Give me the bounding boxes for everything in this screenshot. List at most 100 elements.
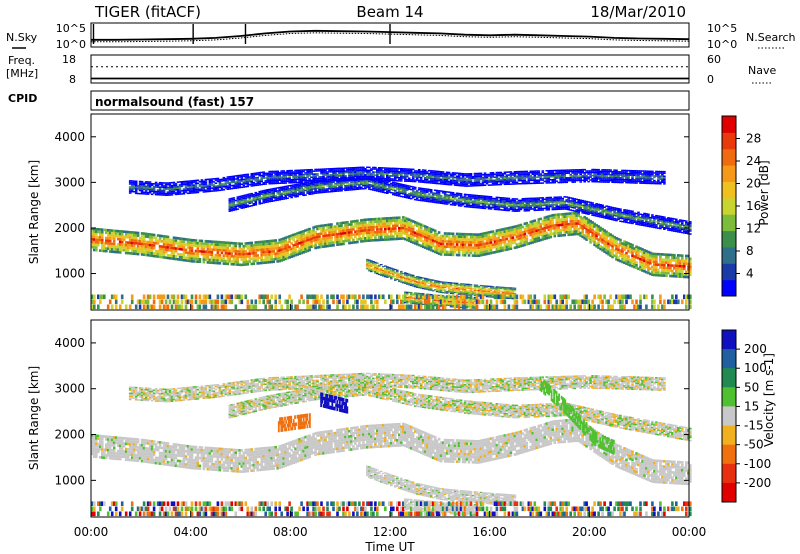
power-cell bbox=[326, 172, 329, 175]
power-cell bbox=[272, 197, 275, 199]
power-cell bbox=[95, 235, 98, 239]
power-cell bbox=[288, 171, 291, 173]
power-cell bbox=[228, 185, 232, 187]
power-cell bbox=[120, 235, 124, 239]
power-cell bbox=[354, 187, 357, 189]
power-cell bbox=[374, 166, 377, 169]
power-cell bbox=[310, 240, 313, 243]
power-cell bbox=[170, 191, 174, 193]
power-cell bbox=[218, 183, 222, 185]
power-cell bbox=[360, 172, 363, 175]
power-cell bbox=[463, 294, 467, 300]
power-cell bbox=[465, 238, 469, 241]
power-cell bbox=[328, 223, 331, 226]
power-cell bbox=[437, 194, 441, 197]
power-cell bbox=[453, 282, 457, 284]
power-cell bbox=[326, 226, 329, 229]
power-cell bbox=[208, 178, 212, 180]
power-cell bbox=[334, 235, 337, 239]
power-cell bbox=[407, 179, 411, 181]
power-cell bbox=[256, 246, 259, 249]
cpid-mode-text: normalsound (fast) 157 bbox=[95, 95, 254, 109]
power-cell bbox=[461, 287, 465, 289]
power-cell bbox=[160, 234, 164, 238]
power-cell bbox=[132, 239, 136, 242]
power-cell bbox=[290, 237, 293, 240]
power-cell bbox=[300, 249, 303, 252]
power-cell bbox=[447, 237, 451, 241]
power-cell bbox=[280, 177, 283, 180]
power-cell bbox=[276, 172, 279, 174]
power-cell bbox=[445, 291, 449, 293]
power-cell bbox=[222, 189, 226, 191]
power-cell bbox=[258, 184, 261, 186]
power-cell bbox=[184, 183, 188, 186]
power-cell bbox=[110, 245, 114, 248]
power-cell bbox=[402, 168, 405, 170]
power-cell bbox=[374, 179, 377, 181]
power-cell bbox=[441, 292, 445, 294]
power-cell bbox=[386, 238, 389, 241]
power-cell bbox=[404, 237, 407, 241]
power-cell bbox=[400, 272, 403, 274]
power-cell bbox=[172, 241, 176, 245]
power-cell bbox=[114, 232, 118, 235]
power-cell bbox=[292, 178, 295, 181]
power-cell bbox=[226, 262, 230, 266]
power-cell bbox=[336, 178, 339, 180]
power-cell bbox=[330, 184, 333, 187]
power-cell bbox=[280, 304, 283, 310]
power-cell bbox=[429, 284, 433, 286]
power-cell bbox=[461, 302, 465, 305]
power-cell bbox=[324, 224, 327, 227]
power-cell bbox=[162, 192, 166, 195]
power-cell bbox=[250, 304, 254, 310]
power-cell bbox=[282, 187, 285, 190]
power-cell bbox=[316, 177, 319, 180]
power-cell bbox=[336, 294, 339, 300]
power-cell bbox=[190, 189, 194, 191]
power-cell bbox=[457, 245, 461, 249]
power-cell bbox=[415, 171, 419, 174]
power-cell bbox=[340, 179, 343, 182]
power-cell bbox=[302, 179, 305, 182]
power-cell bbox=[473, 196, 477, 198]
power-cell bbox=[242, 207, 246, 209]
power-cell bbox=[402, 226, 405, 230]
power-cell bbox=[254, 199, 258, 201]
power-cell bbox=[240, 201, 244, 203]
power-cell bbox=[348, 180, 351, 182]
power-cell bbox=[378, 273, 381, 276]
power-cell bbox=[405, 296, 409, 299]
power-cell bbox=[427, 234, 431, 238]
power-cell bbox=[441, 284, 445, 286]
power-cell bbox=[278, 176, 281, 178]
power-cell bbox=[402, 177, 405, 179]
power-cell bbox=[421, 229, 425, 233]
power-cell bbox=[445, 171, 449, 173]
power-cell bbox=[362, 183, 365, 185]
power-cell bbox=[469, 195, 473, 198]
power-cell bbox=[262, 174, 265, 176]
power-cell bbox=[469, 235, 473, 239]
power-cell bbox=[238, 242, 242, 245]
power-cell bbox=[226, 176, 230, 178]
power-cell bbox=[258, 173, 261, 175]
power-cell bbox=[405, 283, 409, 285]
power-cell bbox=[264, 253, 267, 256]
power-cell bbox=[280, 170, 283, 172]
power-cell bbox=[352, 220, 355, 223]
power-cell bbox=[392, 172, 395, 174]
power-cell bbox=[246, 260, 250, 263]
power-cell bbox=[306, 175, 309, 177]
power-cell bbox=[396, 173, 399, 176]
power-cell bbox=[316, 240, 319, 244]
power-cell bbox=[336, 232, 339, 236]
power-cell bbox=[342, 172, 345, 174]
power-cell bbox=[350, 187, 353, 189]
power-cell bbox=[378, 236, 381, 239]
power-cell bbox=[348, 167, 351, 169]
power-cell bbox=[108, 247, 112, 251]
power-cell bbox=[232, 244, 236, 248]
power-cell bbox=[194, 257, 198, 261]
